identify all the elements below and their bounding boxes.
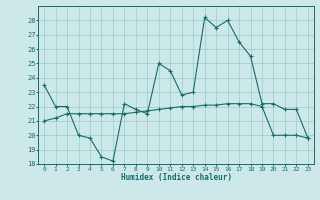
X-axis label: Humidex (Indice chaleur): Humidex (Indice chaleur): [121, 173, 231, 182]
